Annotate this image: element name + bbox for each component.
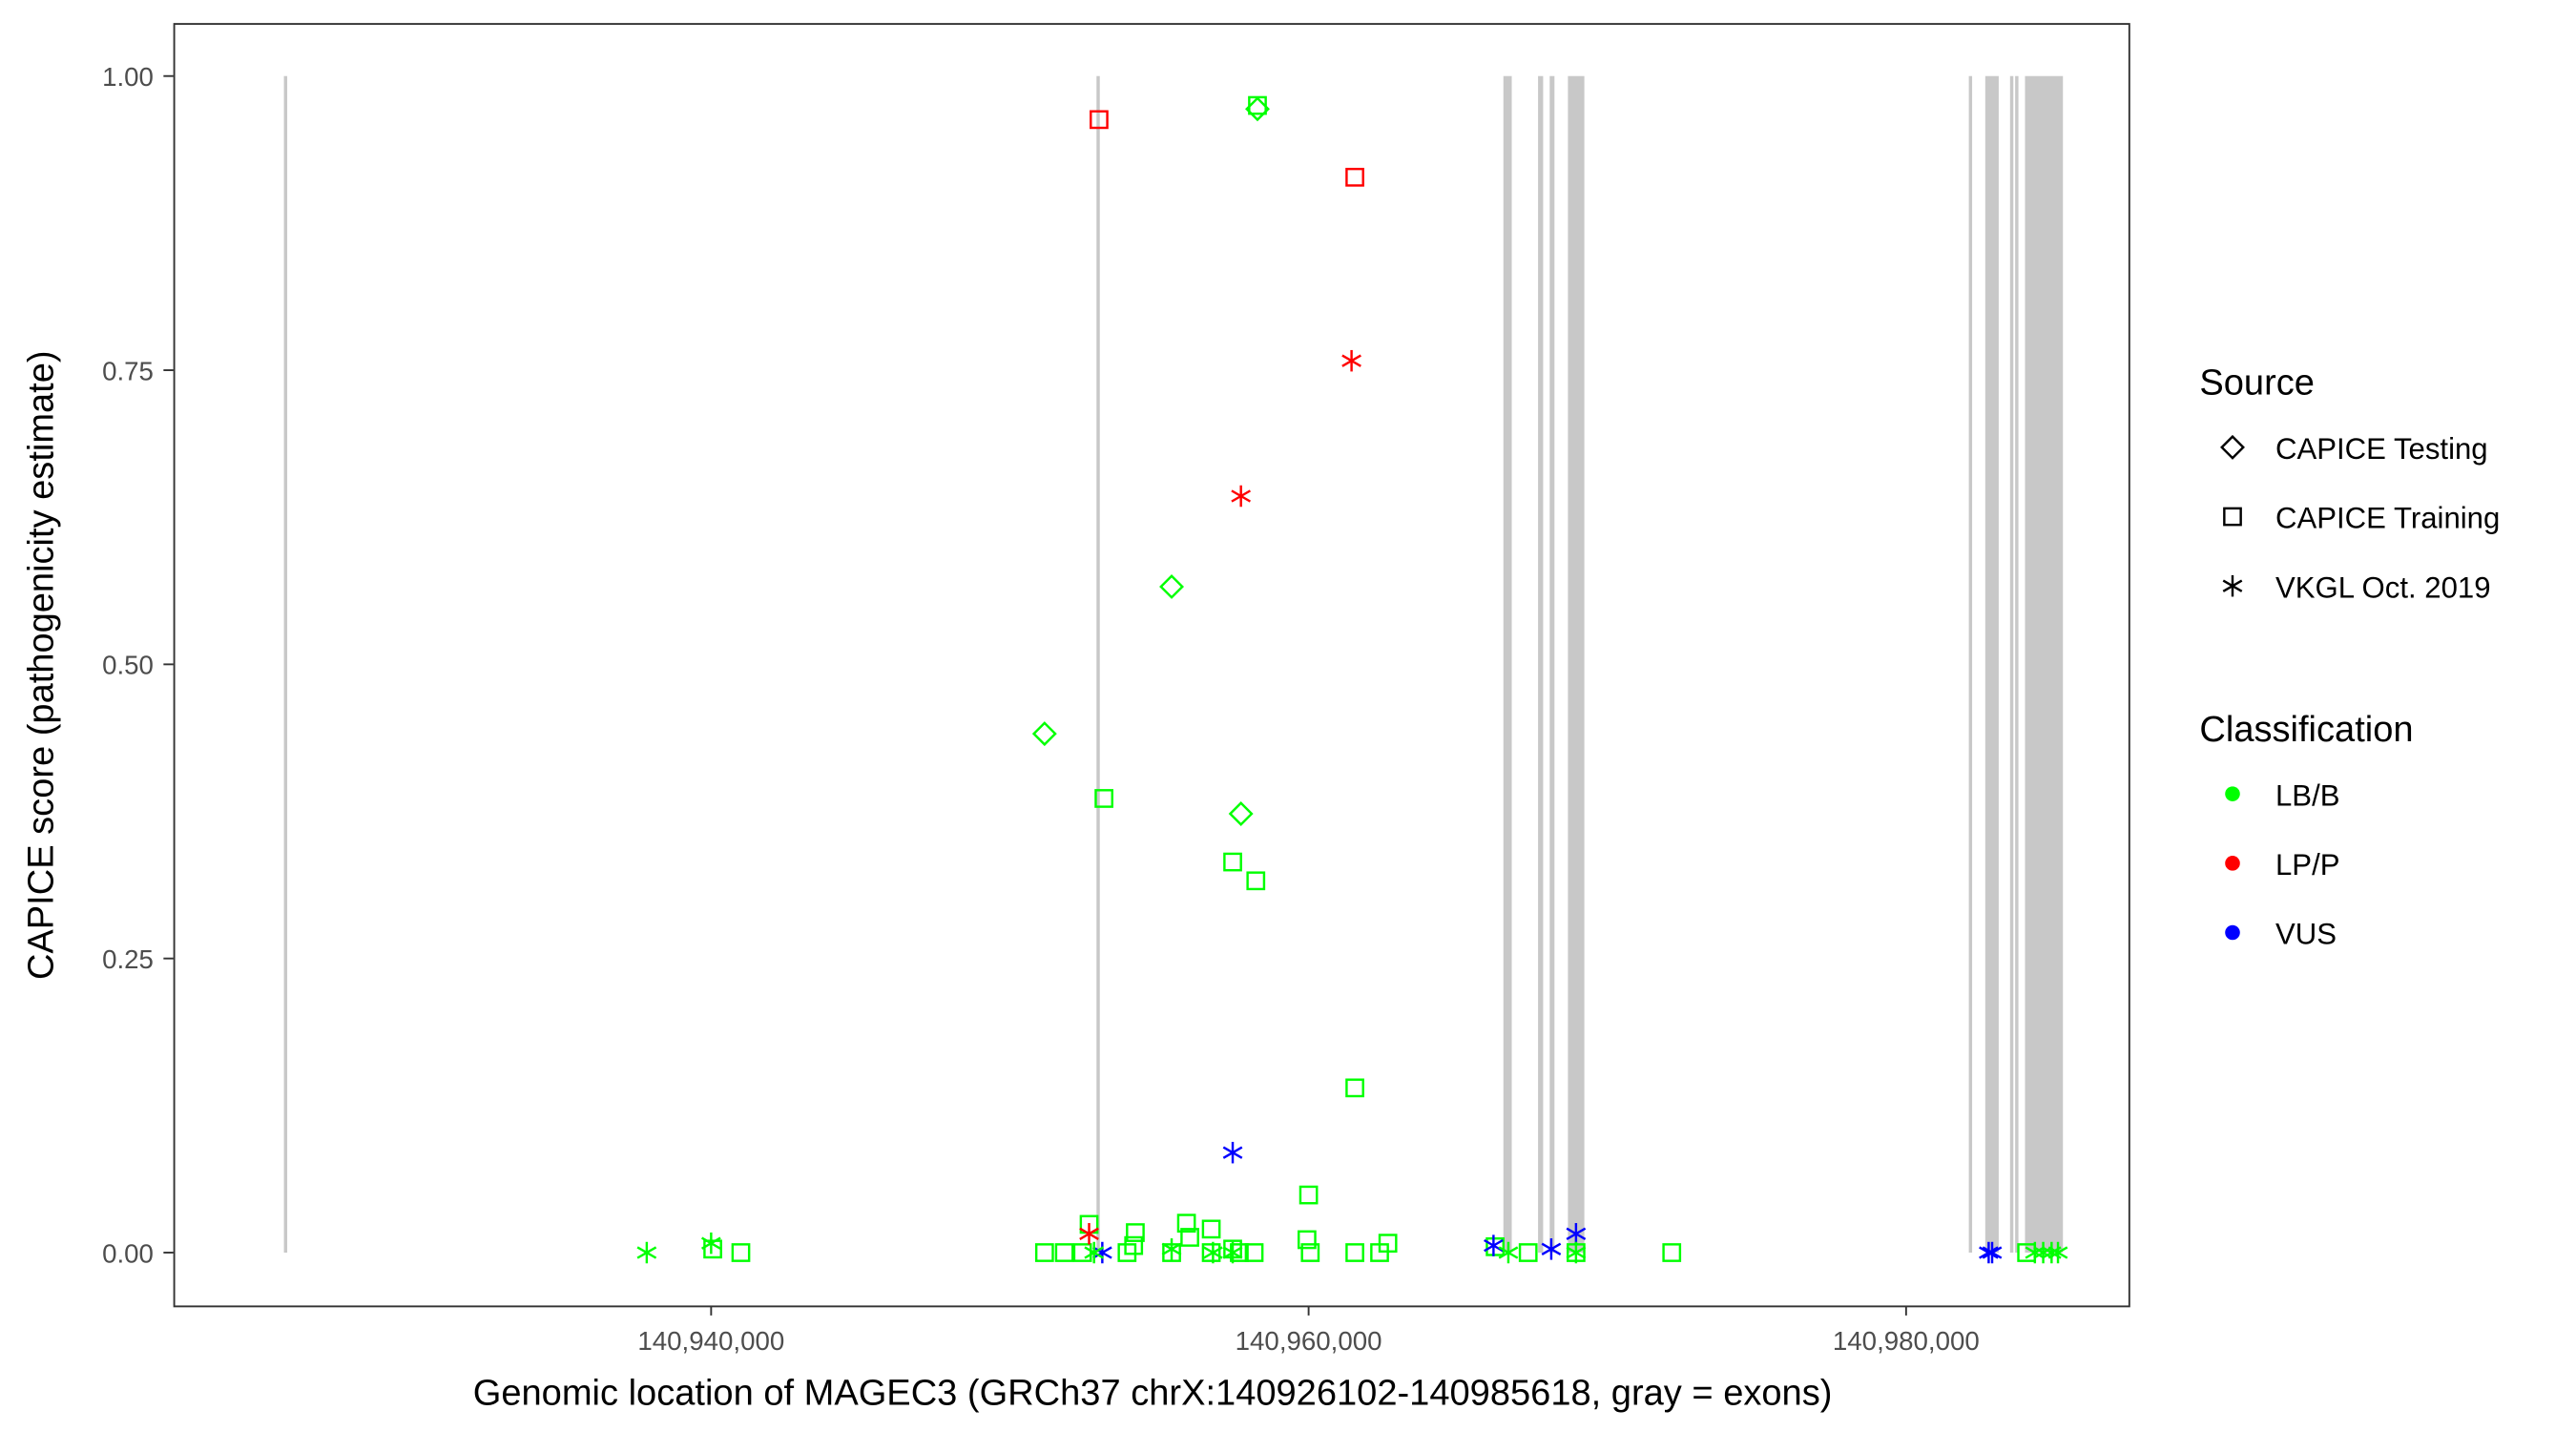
exon-band <box>2009 75 2014 1254</box>
data-point-vkgl <box>1982 1241 2003 1264</box>
exon-band <box>1096 75 1100 1254</box>
data-point-vkgl <box>1341 349 1361 372</box>
data-point-training <box>1180 1228 1199 1247</box>
data-point-vkgl <box>1498 1241 1519 1264</box>
data-point-training <box>1124 1235 1144 1255</box>
data-point-training <box>1345 1243 1364 1262</box>
data-point-training <box>1201 1219 1221 1239</box>
data-point-training <box>1300 1243 1320 1262</box>
data-point-vkgl <box>1222 1141 1243 1164</box>
data-point-testing <box>1228 801 1254 826</box>
data-point-testing <box>1031 721 1057 747</box>
data-point-vkgl <box>1979 1241 1999 1264</box>
data-point-vkgl <box>1222 1241 1243 1264</box>
legend-label-vkgl: VKGL Oct. 2019 <box>2275 570 2491 604</box>
data-point-vkgl <box>1079 1223 1099 1245</box>
data-points <box>636 95 2068 1264</box>
y-tick-label: 1.00 <box>102 62 154 92</box>
data-point-training <box>1244 1243 1264 1262</box>
x-tick-label: 140,940,000 <box>637 1326 784 1356</box>
exon-band <box>1503 75 1512 1254</box>
x-axis: 140,940,000 140,960,000 140,980,000 <box>637 1305 1980 1356</box>
data-point-training <box>1518 1243 1538 1262</box>
data-point-training <box>1126 1223 1145 1242</box>
legend-label-lb-b: LB/B <box>2275 778 2339 812</box>
data-point-vkgl <box>2033 1241 2053 1264</box>
data-point-vkgl <box>1231 485 1252 508</box>
legend: Source Classification CAPICE Testing CAPI… <box>2199 363 2500 951</box>
legend-key-vkgl <box>2222 574 2243 597</box>
data-point-vkgl <box>2047 1241 2068 1264</box>
data-point-vkgl <box>1203 1241 1223 1264</box>
exon-band <box>1968 75 1973 1254</box>
data-point-training <box>1345 1078 1364 1098</box>
data-point-training <box>1072 1243 1092 1262</box>
plot-panel-border <box>173 23 2130 1308</box>
data-point-vkgl <box>1484 1234 1504 1256</box>
data-point-training <box>1176 1213 1196 1234</box>
legend-title-classification: Classification <box>2199 710 2413 750</box>
y-tick-label: 0.50 <box>102 651 154 680</box>
data-point-vkgl <box>1092 1241 1112 1264</box>
x-tick-label: 140,980,000 <box>1833 1326 1980 1356</box>
exon-band <box>1568 75 1585 1254</box>
data-point-training <box>1345 167 1364 187</box>
y-axis: 0.00 0.25 0.50 0.75 1.00 <box>102 62 174 1268</box>
data-point-training <box>1117 1243 1137 1262</box>
data-point-training <box>1223 852 1242 872</box>
legend-key-lb-b <box>2225 786 2240 801</box>
data-point-training <box>1370 1243 1389 1262</box>
exon-band <box>1984 75 1999 1254</box>
data-point-vkgl <box>1541 1238 1562 1260</box>
data-point-training <box>703 1239 722 1259</box>
exon-bands <box>283 75 2064 1254</box>
x-tick-label: 140,960,000 <box>1236 1326 1382 1356</box>
data-point-training <box>1662 1243 1682 1262</box>
exon-band <box>2015 75 2019 1254</box>
y-tick-label: 0.25 <box>102 944 154 974</box>
exon-band <box>283 75 288 1254</box>
data-point-vkgl <box>636 1241 657 1264</box>
data-point-vkgl <box>1161 1238 1182 1260</box>
exon-band <box>1538 75 1544 1254</box>
x-axis-title: Genomic location of MAGEC3 (GRCh37 chrX:… <box>473 1373 1833 1413</box>
legend-key-training <box>2223 507 2242 527</box>
data-point-testing <box>1159 574 1184 599</box>
data-point-vkgl <box>701 1232 721 1255</box>
legend-key-testing <box>2220 434 2245 460</box>
data-point-training <box>1094 789 1113 808</box>
legend-label-vus: VUS <box>2275 918 2337 951</box>
legend-label-lp-p: LP/P <box>2275 848 2339 881</box>
data-point-training <box>1298 1230 1317 1250</box>
data-point-training <box>1248 95 1267 115</box>
data-point-training <box>1485 1236 1505 1256</box>
data-point-vkgl <box>1566 1241 1587 1264</box>
legend-label-training: CAPICE Training <box>2275 502 2500 535</box>
legend-title-source: Source <box>2199 363 2315 404</box>
data-point-training <box>1298 1185 1319 1205</box>
data-point-training <box>1054 1243 1074 1262</box>
data-point-training <box>1090 110 1109 130</box>
data-point-vkgl <box>1566 1223 1587 1245</box>
data-point-training <box>1246 871 1266 891</box>
data-point-vkgl <box>2025 1241 2046 1264</box>
data-point-training <box>731 1243 751 1262</box>
legend-key-lp-p <box>2225 856 2240 871</box>
y-axis-title: CAPICE score (pathogenicity estimate) <box>21 350 61 980</box>
exon-band <box>2025 75 2064 1254</box>
data-point-vkgl <box>1084 1241 1105 1264</box>
data-point-training <box>1034 1243 1054 1262</box>
exon-band <box>1549 75 1555 1254</box>
data-point-training <box>1201 1243 1221 1262</box>
legend-key-vus <box>2225 924 2240 941</box>
legend-label-testing: CAPICE Testing <box>2275 432 2488 466</box>
y-tick-label: 0.00 <box>102 1238 154 1268</box>
y-tick-label: 0.75 <box>102 356 154 385</box>
